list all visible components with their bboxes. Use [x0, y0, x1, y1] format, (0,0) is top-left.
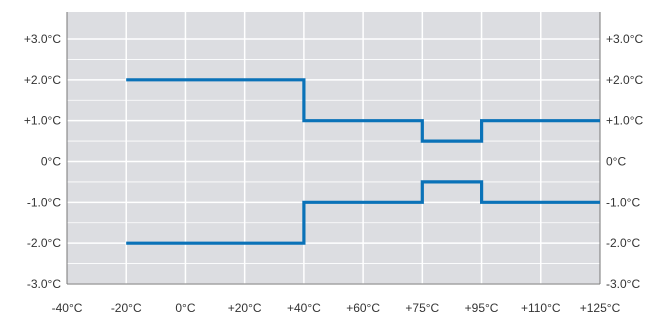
y-tick-label-right: +1.0°C [606, 114, 643, 128]
x-tick-label: 0°C [175, 301, 195, 315]
x-tick-label: -40°C [52, 301, 83, 315]
axes [66, 12, 601, 285]
y-tick-label-right: 0°C [606, 155, 626, 169]
y-tick-label-left: -2.0°C [27, 236, 61, 250]
y-tick-label-left: +2.0°C [24, 73, 61, 87]
x-tick-label: +125°C [580, 301, 621, 315]
y-tick-label-right: +3.0°C [606, 32, 643, 46]
y-tick-label-left: +1.0°C [24, 114, 61, 128]
y-tick-label-right: -3.0°C [606, 277, 640, 291]
y-tick-label-right: -1.0°C [606, 195, 640, 209]
series-group [126, 78, 600, 245]
x-tick-label: +20°C [228, 301, 262, 315]
plot-background [67, 12, 600, 284]
y-tick-label-left: -1.0°C [27, 195, 61, 209]
y-tick-label-left: -3.0°C [27, 277, 61, 291]
y-tick-label-right: +2.0°C [606, 73, 643, 87]
plot-area [67, 12, 600, 284]
x-tick-label: +60°C [346, 301, 380, 315]
x-tick-label: +40°C [287, 301, 321, 315]
y-tick-label-left: +3.0°C [24, 32, 61, 46]
y-tick-label-right: -2.0°C [606, 236, 640, 250]
x-tick-label: -20°C [111, 301, 142, 315]
series-line-1 [126, 78, 600, 143]
x-tick-label: +95°C [465, 301, 499, 315]
y-tick-label-left: 0°C [41, 155, 61, 169]
x-tick-label: +110°C [521, 301, 561, 315]
series-line-2 [126, 180, 600, 245]
tick-labels: -40°C -20°C 0°C +20°C +40°C +60°C +75°C +95°C +1… [24, 32, 644, 315]
x-tick-label: +75°C [405, 301, 439, 315]
